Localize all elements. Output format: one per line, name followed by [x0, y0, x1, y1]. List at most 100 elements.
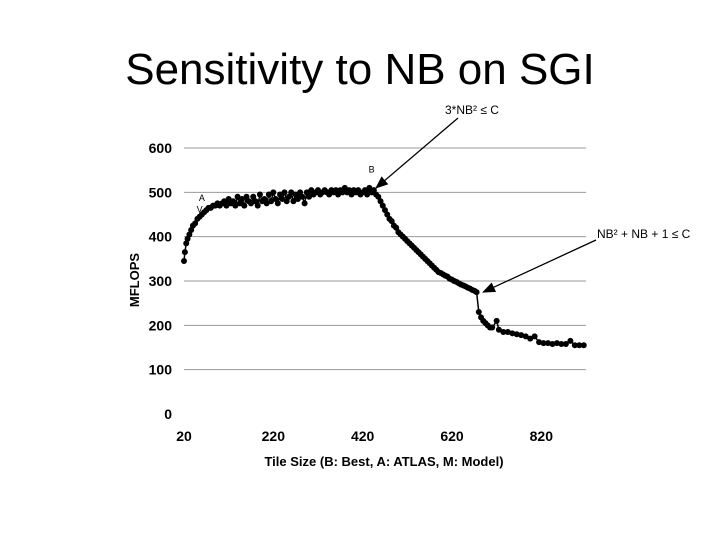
data-point: [283, 198, 290, 205]
data-point: [270, 189, 277, 196]
marker-label: B: [369, 164, 375, 174]
data-point: [509, 330, 516, 337]
data-point: [232, 202, 239, 209]
data-point: [221, 198, 228, 205]
data-point: [272, 195, 279, 202]
data-point: [473, 289, 480, 296]
data-point: [495, 326, 502, 333]
x-tick-label: 820: [530, 428, 554, 444]
data-point: [393, 224, 400, 231]
data-point: [540, 340, 547, 347]
data-point: [261, 195, 268, 202]
data-point: [571, 342, 578, 349]
x-tick-label: 220: [262, 428, 286, 444]
data-point: [475, 309, 482, 316]
y-tick-label: 300: [149, 273, 173, 289]
data-point: [379, 202, 386, 209]
data-point: [549, 340, 556, 347]
data-point: [241, 202, 248, 209]
data-point: [536, 339, 543, 346]
data-point: [580, 342, 587, 349]
data-point: [489, 324, 496, 331]
y-tick-label: 100: [149, 362, 173, 378]
marker-label: V: [197, 204, 203, 214]
data-point: [522, 333, 529, 340]
data-point: [567, 337, 574, 344]
y-axis-label: MFLOPS: [127, 253, 142, 307]
data-point: [252, 198, 259, 205]
data-point: [545, 340, 552, 347]
marker-label: A: [199, 193, 205, 203]
data-point: [236, 200, 243, 207]
data-point: [493, 317, 500, 324]
y-tick-label: 400: [149, 229, 173, 245]
data-point: [230, 198, 237, 205]
data-point: [292, 191, 299, 198]
data-point: [315, 187, 321, 194]
data-point: [263, 200, 270, 207]
data-point: [301, 200, 308, 207]
data-point: [558, 340, 565, 347]
x-tick-label: 620: [440, 428, 464, 444]
x-tick-label: 20: [176, 428, 192, 444]
data-point: [513, 331, 520, 338]
data-point: [243, 193, 250, 200]
data-point: [285, 193, 292, 200]
data-point: [384, 211, 391, 218]
annotation-label: NB² + NB + 1 ≤ C: [597, 227, 691, 241]
data-point: [562, 340, 569, 347]
data-point: [248, 200, 254, 207]
x-axis-label: Tile Size (B: Best, A: ATLAS, M: Model): [264, 454, 503, 469]
data-point: [277, 191, 284, 198]
data-point: [341, 184, 348, 191]
data-point: [294, 195, 301, 202]
data-point: [297, 189, 304, 196]
data-point: [576, 342, 583, 349]
data-point: [355, 187, 362, 194]
data-point: [225, 195, 232, 202]
y-tick-label: 0: [164, 406, 172, 422]
data-point: [274, 200, 281, 207]
data-point: [223, 202, 230, 209]
data-point: [256, 191, 263, 198]
data-point: [254, 202, 261, 209]
data-point: [527, 335, 534, 342]
data-point: [290, 198, 297, 205]
data-point: [192, 220, 199, 227]
data-point: [364, 191, 371, 198]
data-point: [306, 193, 313, 200]
data-point: [234, 193, 241, 200]
data-point: [288, 189, 295, 196]
data-point: [500, 328, 507, 335]
data-point: [250, 193, 257, 200]
y-tick-label: 200: [149, 317, 173, 333]
data-point: [326, 191, 333, 198]
y-tick-label: 500: [149, 184, 173, 200]
data-point: [553, 340, 560, 347]
y-tick-label: 600: [149, 140, 173, 156]
x-tick-label: 420: [351, 428, 375, 444]
annotation-arrow: [482, 239, 597, 293]
data-point: [531, 333, 538, 340]
data-point: [279, 195, 286, 202]
data-point: [346, 187, 353, 194]
data-point: [377, 198, 384, 205]
data-point: [339, 189, 346, 196]
annotation-label: 3*NB² ≤ C: [445, 103, 499, 117]
data-point: [303, 189, 310, 196]
data-point: [382, 207, 388, 214]
slide-title: Sensitivity to NB on SGI: [125, 45, 595, 94]
data-point: [265, 191, 272, 198]
data-point: [335, 191, 342, 198]
data-point: [181, 258, 187, 265]
data-point: [308, 187, 315, 194]
data-point: [268, 198, 275, 205]
annotation-arrow: [375, 117, 459, 189]
data-point: [375, 193, 382, 200]
data-point: [181, 249, 188, 256]
data-point: [388, 218, 395, 225]
data-point: [281, 189, 288, 196]
data-point: [366, 184, 373, 191]
data-point: [332, 187, 339, 194]
